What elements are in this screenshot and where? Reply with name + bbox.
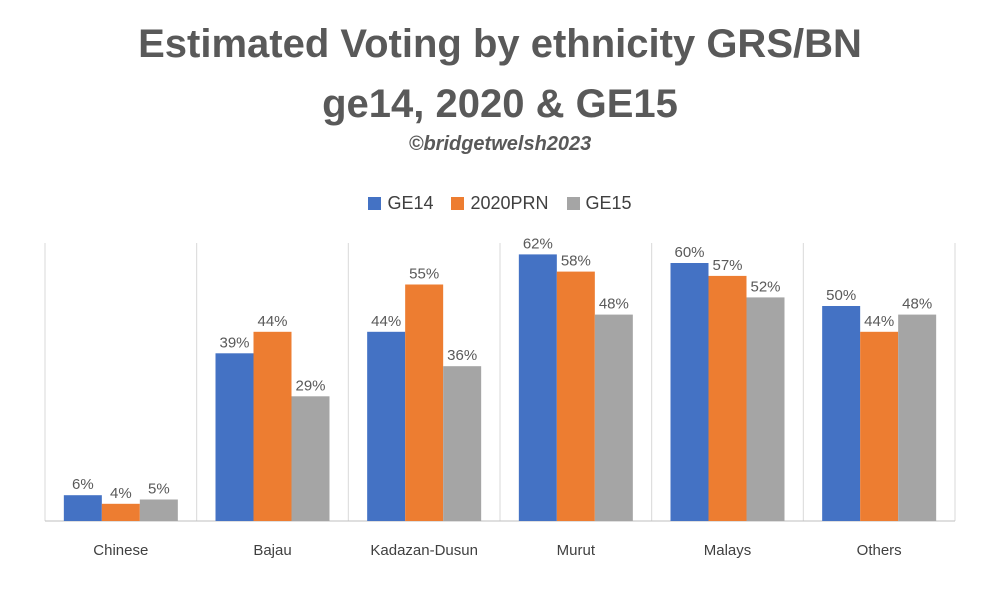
bar-2020prn-murut [556,271,595,521]
bar-ge14-kadazan-dusun [367,331,406,521]
data-label: 44% [864,313,894,330]
legend-item-2020prn: 2020PRN [451,193,549,214]
data-label: 50% [826,287,856,304]
bar-ge14-others [822,306,861,521]
bar-ge14-malays [670,263,709,521]
legend-item-ge15: GE15 [566,193,632,214]
chart-title-line-1: Estimated Voting by ethnicity GRS/BN [138,22,862,66]
data-label: 36% [447,347,477,364]
chart-title-line-2: ge14, 2020 & GE15 [322,82,678,126]
legend-item-ge14: GE14 [368,193,433,214]
bar-ge15-bajau [291,396,330,521]
category-label: Bajau [253,542,291,559]
bar-2020prn-kadazan-dusun [405,284,444,521]
data-label: 52% [750,278,780,295]
bar-ge15-others [898,314,937,521]
legend-swatch-ge15 [566,197,580,210]
category-label: Murut [557,542,596,559]
data-label: 6% [72,476,94,493]
data-label: 44% [257,313,287,330]
category-label: Others [857,542,902,559]
bar-ge14-murut [518,254,557,521]
bar-ge15-chinese [139,499,178,521]
data-label: 58% [561,253,591,270]
data-label: 55% [409,266,439,283]
bar-ge15-malays [746,297,785,521]
data-label: 39% [219,334,249,351]
data-label: 62% [523,235,553,252]
bar-ge15-kadazan-dusun [443,366,482,521]
data-label: 60% [674,244,704,261]
legend-swatch-2020prn [451,197,465,210]
bar-ge15-murut [594,314,633,521]
legend-label-ge15: GE15 [585,193,632,213]
data-label: 29% [295,377,325,394]
bar-ge14-chinese [63,495,102,521]
data-label: 48% [599,296,629,313]
data-label: 4% [110,485,132,502]
chart-legend: GE14 2020PRN GE15 [0,193,1000,214]
legend-label-2020prn: 2020PRN [470,193,549,213]
legend-label-ge14: GE14 [387,193,434,213]
category-label: Kadazan-Dusun [370,542,478,559]
data-label: 5% [148,481,170,498]
category-label: Malays [704,542,752,559]
legend-swatch-ge14 [368,197,382,210]
category-label: Chinese [93,542,148,559]
bar-2020prn-malays [708,275,747,521]
chart-subtitle: ©bridgetwelsh2023 [408,133,592,155]
bar-2020prn-others [860,331,899,521]
data-label: 44% [371,313,401,330]
bar-2020prn-chinese [101,503,140,521]
bar-2020prn-bajau [253,331,292,521]
bar-ge14-bajau [215,353,254,521]
data-label: 57% [712,257,742,274]
data-label: 48% [902,296,932,313]
